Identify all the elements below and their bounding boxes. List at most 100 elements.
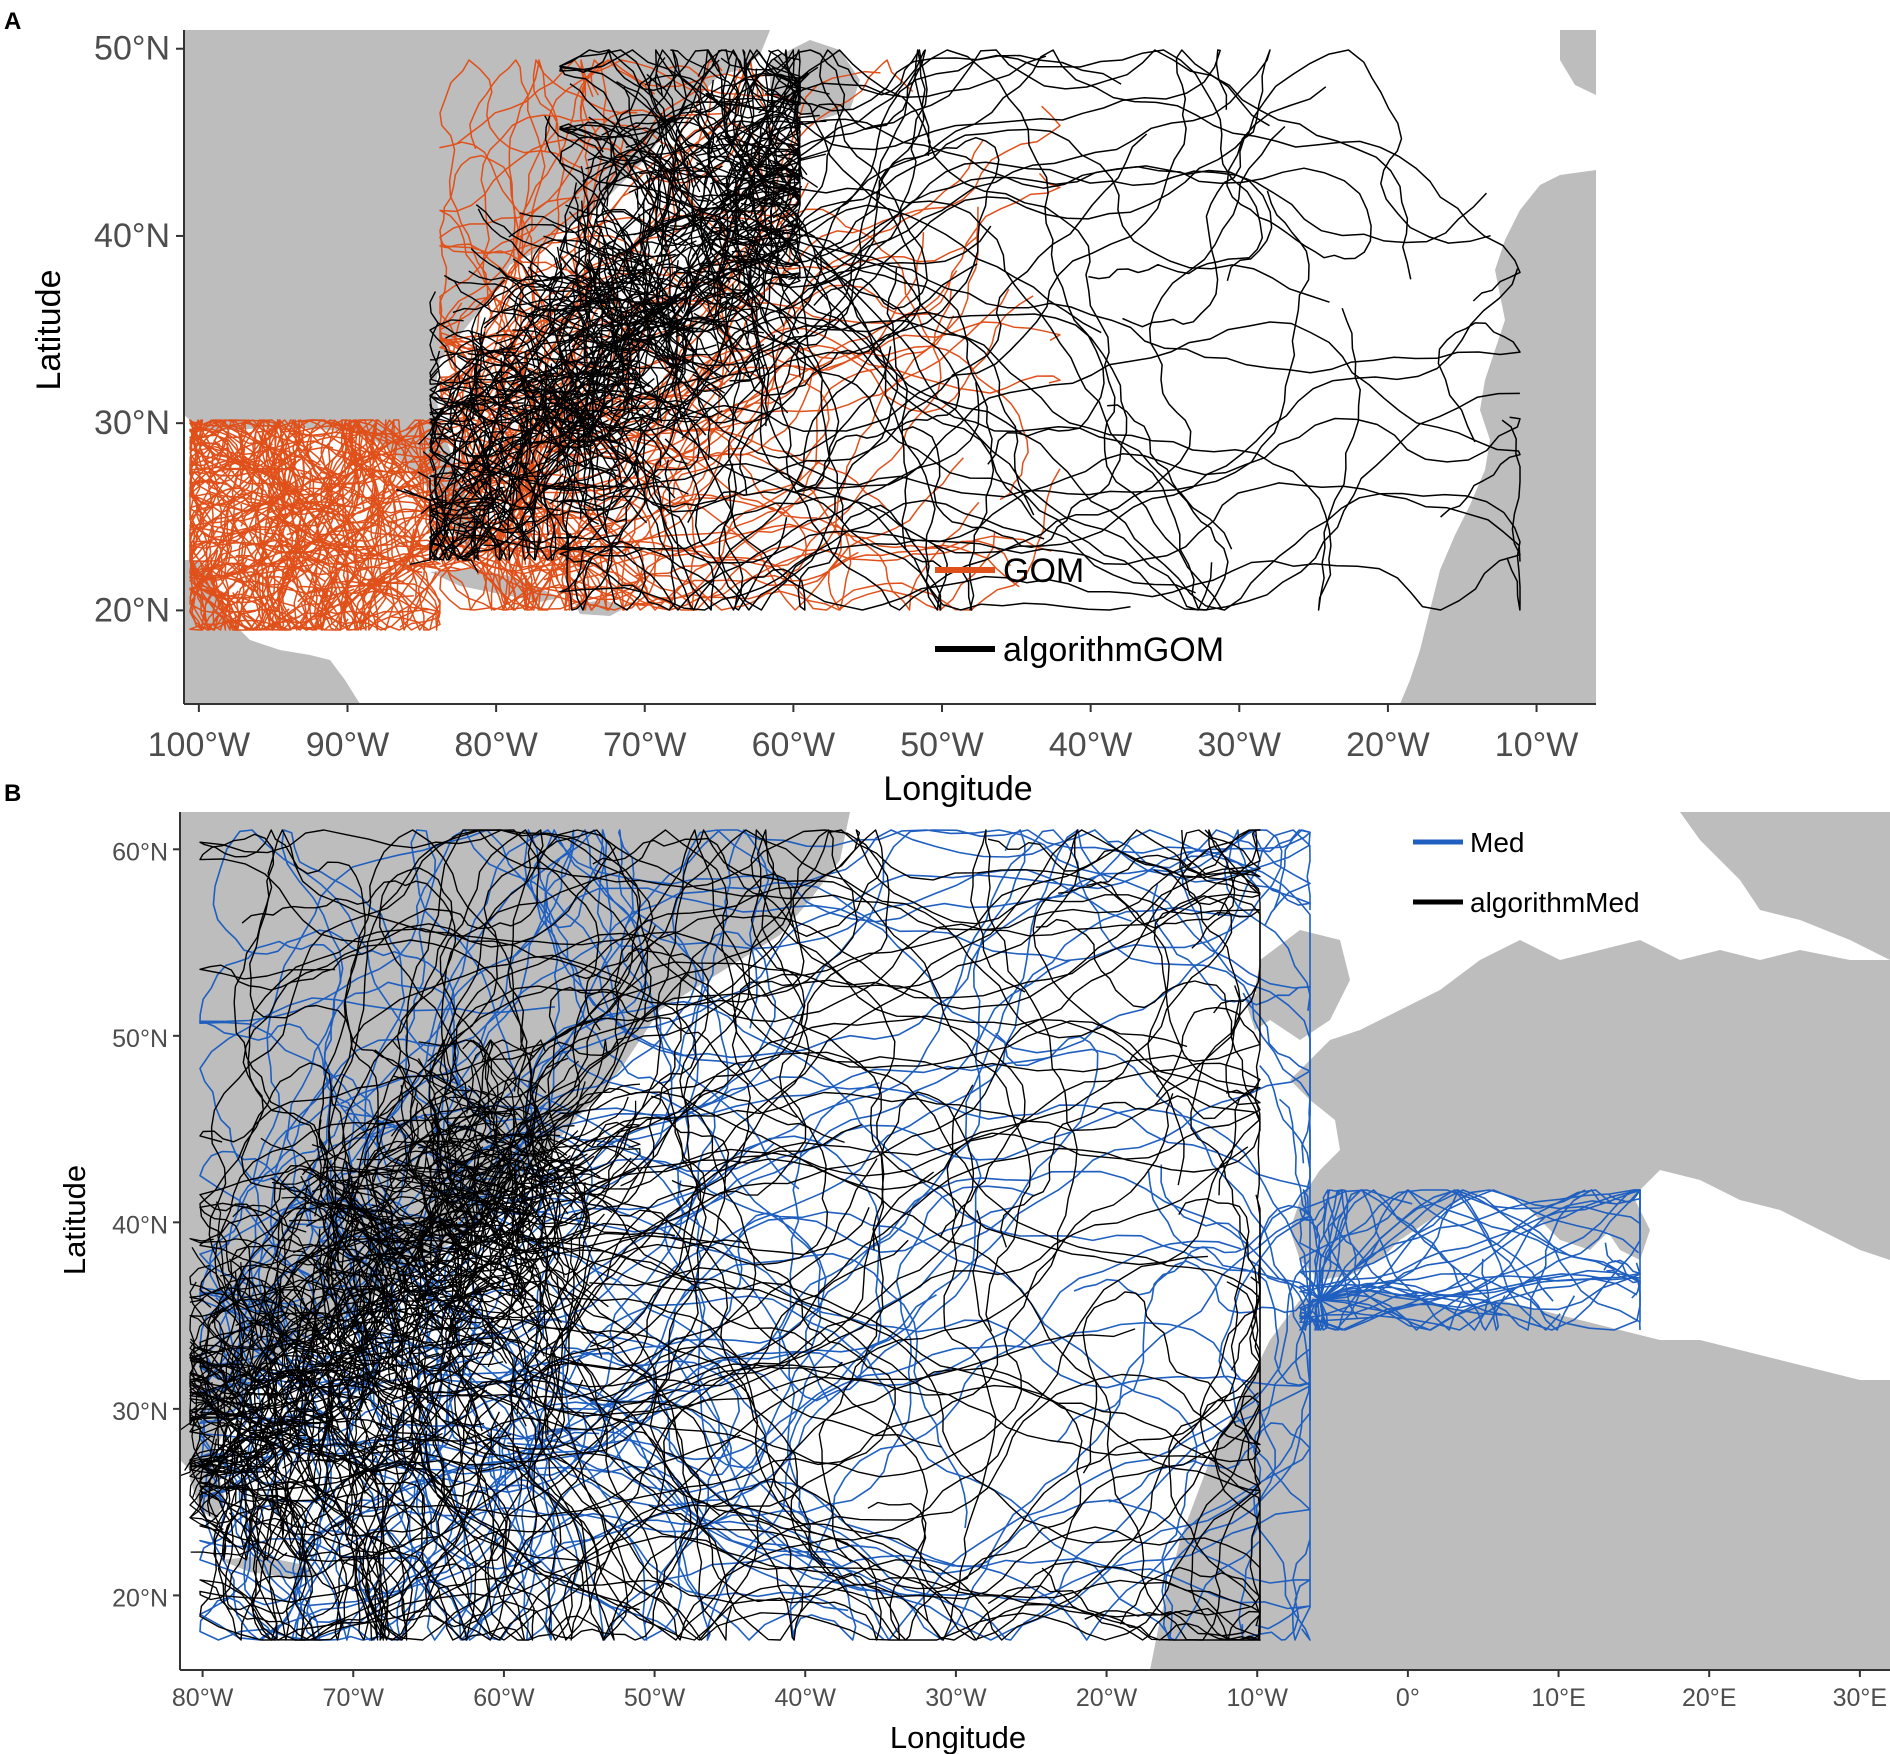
gom-track (562, 468, 1061, 611)
algorithm-med-track (445, 1355, 1261, 1641)
algorithm-gom-track (429, 418, 491, 476)
algorithm-gom-track (433, 486, 502, 561)
gom-track (250, 502, 358, 631)
algorithm-gom-track (746, 81, 801, 182)
med-track (1299, 1189, 1554, 1302)
algorithm-gom-track (559, 240, 612, 368)
med-track (1319, 1189, 1603, 1331)
algorithm-gom-track (591, 294, 687, 375)
x-tick-label: 90°W (306, 726, 390, 764)
algorithm-med-track (228, 1482, 282, 1561)
algorithm-gom-track (455, 424, 538, 540)
algorithm-med-track (534, 1184, 1250, 1590)
algorithm-gom-track (518, 460, 621, 541)
algorithm-gom-track (611, 49, 1122, 425)
gom-track (189, 541, 292, 631)
algorithm-gom-track (464, 406, 541, 497)
med-track (1319, 1269, 1641, 1331)
panel-b-xlabel: Longitude (890, 1720, 1026, 1754)
algorithm-gom-track (744, 189, 1310, 498)
med-track (1299, 1189, 1641, 1301)
algorithm-gom-track (559, 49, 833, 347)
algorithm-gom-track (647, 49, 921, 397)
algorithm-med-track (412, 829, 1261, 1174)
algorithm-med-track (374, 1049, 492, 1127)
algorithm-gom-track (777, 214, 995, 611)
algorithm-gom-track (429, 350, 537, 385)
algorithm-gom-track (644, 49, 931, 523)
algorithm-gom-track (778, 208, 801, 327)
algorithm-gom-track (692, 373, 1521, 611)
algorithm-med-track (199, 1207, 942, 1641)
gom-track (240, 485, 425, 631)
legend-label-gom: GOM (1003, 552, 1084, 590)
algorithm-gom-track (743, 158, 801, 269)
algorithm-med-track (511, 1231, 618, 1323)
algorithm-gom-track (732, 277, 1361, 611)
algorithm-gom-track (583, 254, 980, 611)
legend-label-med: Med (1470, 827, 1524, 858)
algorithm-med-track (199, 1250, 563, 1558)
med-track (1319, 1260, 1641, 1301)
algorithm-gom-track (609, 271, 690, 343)
gom-track (288, 419, 441, 555)
x-tick-label: 100°W (148, 726, 250, 764)
algorithm-med-track (317, 829, 547, 1376)
algorithm-med-track (328, 954, 697, 1254)
algorithm-gom-track (777, 49, 928, 314)
algorithm-gom-track (559, 116, 892, 459)
algorithm-gom-track (566, 405, 676, 499)
algorithm-gom-track (444, 404, 565, 458)
x-tick-label: 60°W (473, 1684, 535, 1712)
algorithm-gom-track (553, 253, 676, 317)
algorithm-med-track (388, 1262, 480, 1367)
med-track (1301, 1189, 1344, 1331)
algorithm-gom-track (675, 240, 741, 338)
algorithm-med-track (449, 1185, 476, 1319)
algorithm-gom-track (461, 417, 595, 458)
gom-track (189, 419, 366, 472)
algorithm-med-track (360, 1332, 498, 1358)
algorithm-gom-track (475, 204, 559, 304)
algorithm-med-track (384, 1107, 513, 1156)
gom-track (528, 321, 1061, 573)
y-tick-label: 20°N (112, 1584, 168, 1612)
panel-a-letter: A (4, 8, 22, 35)
algorithm-gom-track (712, 189, 801, 214)
algorithm-med-track (189, 1316, 267, 1401)
algorithm-gom-track (487, 437, 529, 561)
algorithm-gom-track (619, 308, 755, 341)
y-tick-label: 20°N (94, 591, 170, 629)
algorithm-gom-track (561, 213, 643, 311)
gom-track (553, 407, 808, 611)
algorithm-med-track (199, 1095, 730, 1554)
algorithm-gom-track (497, 373, 613, 443)
algorithm-gom-track (535, 407, 671, 432)
med-track (468, 829, 1311, 1248)
algorithm-gom-track (477, 208, 591, 285)
algorithm-med-track (213, 1293, 542, 1641)
algorithm-gom-track (725, 238, 801, 288)
algorithm-med-track (189, 1277, 311, 1322)
algorithm-gom-track (470, 332, 505, 467)
gom-track (472, 437, 852, 611)
algorithm-med-track (199, 1380, 884, 1641)
algorithm-gom-track (701, 86, 1372, 267)
algorithm-med-track (222, 1439, 300, 1548)
algorithm-gom-track (602, 215, 730, 257)
algorithm-gom-track (471, 387, 552, 500)
algorithm-med-track (276, 1201, 390, 1258)
med-track (429, 1170, 1311, 1641)
algorithm-med-track (413, 1084, 539, 1145)
algorithm-med-track (581, 1327, 1261, 1641)
gom-track (189, 419, 265, 579)
panel-b-legend: Med algorithmMed (1413, 827, 1640, 918)
algorithm-med-track (189, 1237, 296, 1276)
algorithm-med-track (475, 829, 1261, 1298)
algorithm-gom-track (644, 74, 772, 119)
algorithm-gom-track (691, 110, 801, 190)
algorithm-med-track (569, 1123, 641, 1179)
panel-a-tracks (189, 49, 1521, 631)
algorithm-med-track (389, 1122, 499, 1191)
algorithm-med-track (452, 932, 1261, 1181)
